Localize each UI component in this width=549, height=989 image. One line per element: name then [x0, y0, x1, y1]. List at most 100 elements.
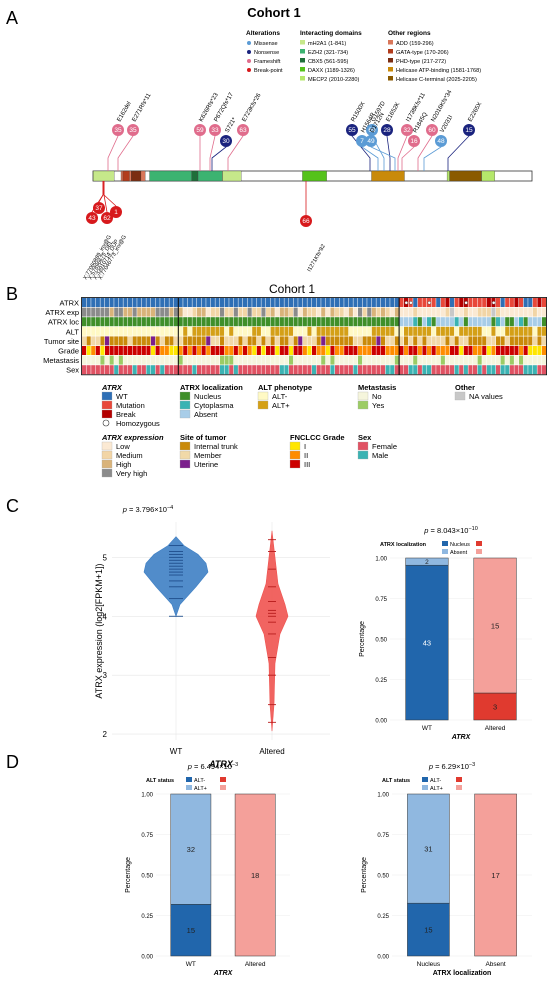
- oncoprint-cell: [482, 298, 487, 307]
- oncoprint-cell: [261, 317, 266, 327]
- oncoprint-cell: [321, 298, 326, 307]
- oncoprint-cell: [128, 298, 133, 307]
- oncoprint-cell: [390, 355, 395, 365]
- oncoprint-cell: [151, 298, 156, 307]
- oncoprint-cell: [261, 307, 266, 317]
- legend-label: High: [116, 460, 131, 469]
- oncoprint-cell: [542, 298, 547, 307]
- oncoprint-cell: [408, 365, 413, 375]
- oncoprint-cell: [450, 307, 455, 317]
- oncoprint-cell: [528, 365, 533, 375]
- legend-label: Homozygous: [116, 419, 160, 428]
- oncoprint-cell: [362, 326, 367, 336]
- oncoprint-cell: [247, 365, 252, 375]
- oncoprint-cell: [201, 365, 206, 375]
- y-axis-label: Percentage: [359, 621, 366, 657]
- lollipop-stem: [107, 130, 119, 171]
- oncoprint-cell: [348, 317, 353, 327]
- oncoprint-cell: [123, 336, 128, 346]
- legend-swatch: [220, 785, 226, 790]
- oncoprint-cell: [408, 346, 413, 355]
- oncoprint-cell: [210, 326, 215, 336]
- oncoprint-cell: [376, 317, 381, 327]
- oncoprint-cell: [302, 346, 307, 355]
- oncoprint-cell: [371, 355, 376, 365]
- oncoprint-cell: [100, 346, 105, 355]
- oncoprint-cell: [542, 317, 547, 327]
- oncoprint-cell: [187, 307, 192, 317]
- p-value-label: p = 6.29×10−3: [428, 762, 475, 771]
- oncoprint-cell: [505, 365, 510, 375]
- protein-domain: [449, 170, 482, 182]
- oncoprint-cell: [523, 307, 528, 317]
- oncoprint-cell: [289, 355, 294, 365]
- oncoprint-cell: [229, 355, 234, 365]
- oncoprint-cell: [367, 307, 372, 317]
- legend-label: Break: [116, 410, 136, 419]
- oncoprint-cell: [252, 355, 257, 365]
- oncoprint-cell: [528, 317, 533, 327]
- oncoprint-cell: [367, 346, 372, 355]
- x-tick-label: WT: [422, 725, 432, 732]
- oncoprint-cell: [537, 365, 542, 375]
- oncoprint-cell: [243, 298, 248, 307]
- oncoprint-cell: [192, 365, 197, 375]
- oncoprint-cell: [82, 326, 87, 336]
- oncoprint-cell: [197, 346, 202, 355]
- oncoprint-cell: [266, 298, 271, 307]
- oncoprint-cell: [114, 355, 119, 365]
- oncoprint-cell: [109, 326, 114, 336]
- legend-label: Internal trunk: [194, 442, 238, 451]
- oncoprint-cell: [537, 346, 542, 355]
- oncoprint-cell: [505, 298, 510, 307]
- oncoprint-cell: [183, 326, 188, 336]
- oncoprint-cell: [454, 355, 459, 365]
- bar-segment: [473, 557, 517, 694]
- oncoprint-cell: [233, 346, 238, 355]
- oncoprint-cell: [105, 326, 110, 336]
- oncoprint-cell: [91, 346, 96, 355]
- oncoprint-cell: [450, 298, 455, 307]
- oncoprint-cell: [431, 298, 436, 307]
- oncoprint-cell: [330, 307, 335, 317]
- oncoprint-cell: [477, 346, 482, 355]
- oncoprint-cell: [95, 346, 100, 355]
- oncoprint-cell: [509, 365, 514, 375]
- oncoprint-cell: [376, 365, 381, 375]
- oncoprint-cell: [344, 326, 349, 336]
- oncoprint-cell: [174, 336, 179, 346]
- oncoprint-cell: [233, 355, 238, 365]
- x-tick-label: Altered: [245, 961, 266, 968]
- oncoprint-cell: [256, 336, 261, 346]
- lollipop-head: [435, 135, 447, 147]
- oncoprint-cell: [178, 355, 183, 365]
- oncoprint-cell: [298, 307, 303, 317]
- legend-swatch: [300, 76, 305, 81]
- legend-item-label: mH2A1 (1-841): [308, 41, 346, 47]
- oncoprint-cell: [289, 326, 294, 336]
- lollipop-head: [408, 135, 420, 147]
- bar-value-label: 43: [423, 639, 431, 648]
- oncoprint-cell: [132, 317, 137, 327]
- oncoprint-cell: [164, 317, 169, 327]
- legend-swatch: [257, 400, 269, 410]
- oncoprint-row-label: ATRX loc: [48, 318, 79, 327]
- oncoprint-cell: [220, 307, 225, 317]
- oncoprint-cell: [82, 365, 87, 375]
- oncoprint-cell: [146, 365, 151, 375]
- oncoprint-cell: [390, 298, 395, 307]
- legend-swatch: [101, 400, 113, 410]
- oncoprint-cell: [473, 317, 478, 327]
- oncoprint-cell: [114, 326, 119, 336]
- oncoprint-cell: [381, 355, 386, 365]
- oncoprint-cell: [394, 298, 399, 307]
- bar-segment: [170, 793, 212, 905]
- oncoprint-cell: [519, 317, 524, 327]
- oncoprint-cell: [284, 317, 289, 327]
- oncoprint-cell: [215, 317, 220, 327]
- oncoprint-cell: [491, 317, 496, 327]
- oncoprint-cell: [197, 298, 202, 307]
- legend-title: ALT status: [146, 778, 174, 784]
- oncoprint-cell: [339, 346, 344, 355]
- oncoprint-cell: [371, 326, 376, 336]
